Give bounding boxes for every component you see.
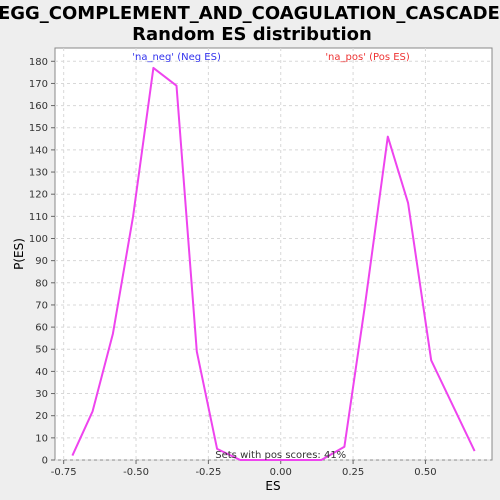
y-tick-label: 180 — [29, 57, 48, 68]
plot-area — [54, 47, 493, 461]
y-tick-label: 30 — [35, 389, 48, 400]
grid-lines — [55, 48, 492, 461]
pos-es-label: 'na_pos' (Pos ES) — [325, 52, 410, 63]
chart-title-line-1: KEGG_COMPLEMENT_AND_COAGULATION_CASCADES… — [0, 3, 500, 24]
y-tick-label: 120 — [29, 190, 48, 201]
y-tick-label: 10 — [35, 433, 48, 444]
y-tick-label: 170 — [29, 79, 48, 90]
y-tick-label: 50 — [35, 345, 48, 356]
axes: 0 10 20 30 40 50 60 70 80 90 100 110 120 130 140 150 160… — [29, 57, 437, 478]
y-tick-label: 40 — [35, 367, 48, 378]
x-tick-label: 0.25 — [342, 467, 364, 478]
x-tick-label: -0.50 — [123, 467, 149, 478]
annotations: 'na_neg' (Neg ES) 'na_pos' (Pos ES) Sets w… — [132, 52, 410, 461]
x-tick-label: -0.75 — [51, 467, 77, 478]
x-tick-label: -0.25 — [195, 467, 221, 478]
series-layer — [71, 66, 476, 461]
y-tick-label: 80 — [35, 278, 48, 289]
y-tick-label: 20 — [35, 411, 48, 422]
chart-title-line-2: Random ES distribution — [132, 24, 372, 45]
x-tick-label: 0.00 — [270, 467, 292, 478]
y-tick-label: 140 — [29, 145, 48, 156]
y-tick-label: 150 — [29, 123, 48, 134]
neg-es-label: 'na_neg' (Neg ES) — [132, 52, 221, 63]
es-distribution-line — [71, 66, 476, 461]
y-tick-label: 0 — [42, 456, 48, 467]
y-tick-label: 60 — [35, 323, 48, 334]
pos-scores-annotation: Sets with pos scores: 41% — [215, 450, 346, 461]
y-tick-label: 70 — [35, 300, 48, 311]
x-tick-label: 0.50 — [414, 467, 436, 478]
y-axis-label: P(ES) — [12, 238, 26, 270]
y-tick-label: 130 — [29, 168, 48, 179]
y-tick-label: 160 — [29, 101, 48, 112]
y-tick-label: 90 — [35, 256, 48, 267]
y-tick-label: 100 — [29, 234, 48, 245]
y-tick-label: 110 — [29, 212, 48, 223]
x-axis-label: ES — [265, 479, 280, 493]
